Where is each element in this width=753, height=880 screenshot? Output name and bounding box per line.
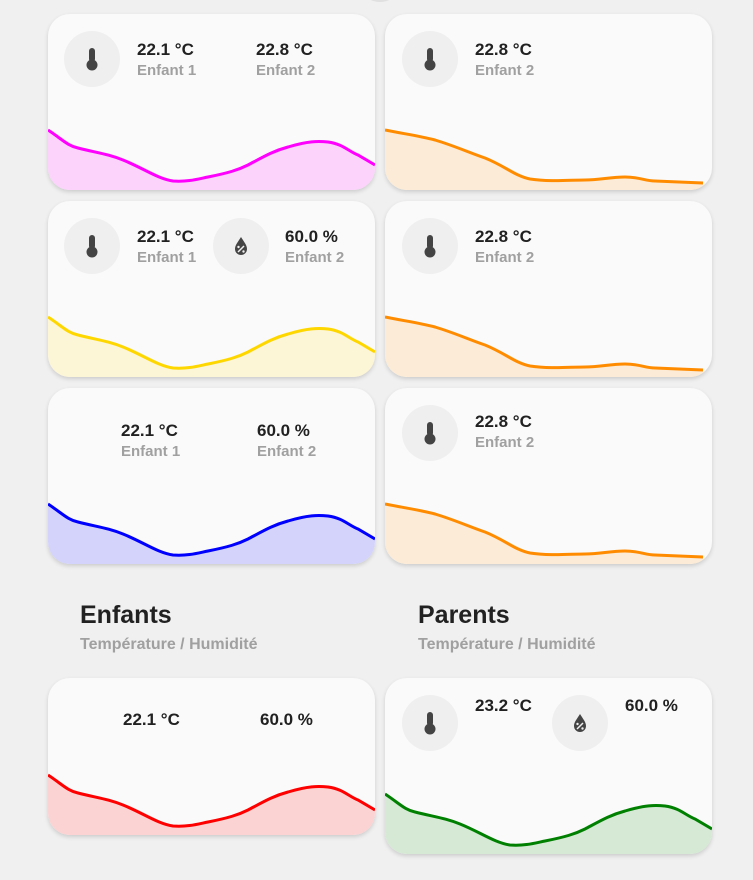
sensor-label: Enfant 2 [285, 249, 345, 266]
sensor-value: 60.0 % [257, 421, 310, 440]
sensor-card-enfants-temp-humidity[interactable]: 22.1 °C Enfant 1 60.0 % Enfant 2 [48, 201, 375, 377]
section-title-parents: Parents [418, 601, 510, 629]
sensor-card-enfants-temperature[interactable]: 22.1 °C Enfant 1 22.8 °C Enfant 2 [48, 14, 375, 190]
sensor-value: 22.1 °C [121, 421, 178, 440]
sensor-label: Enfant 2 [475, 434, 535, 451]
section-subtitle-parents: Température / Humidité [418, 636, 596, 653]
sensor-card-enfant2-temperature[interactable]: 22.8 °C Enfant 2 [385, 201, 712, 377]
section-subtitle-enfants: Température / Humidité [80, 636, 258, 653]
sensor-card-enfants-compact[interactable]: 22.1 °C Enfant 1 60.0 % Enfant 2 [48, 388, 375, 564]
sensor-value: 22.1 °C [137, 227, 194, 246]
sensor-card-enfants-summary[interactable]: 22.1 °C 60.0 % [48, 678, 375, 835]
sensor-value: 22.1 °C [137, 40, 194, 59]
history-chart [48, 128, 375, 190]
sensor-label: Enfant 2 [256, 62, 316, 79]
sensor-label: Enfant 1 [137, 249, 197, 266]
sensor-card-enfant2-temperature[interactable]: 22.8 °C Enfant 2 [385, 14, 712, 190]
sensor-value: 60.0 % [285, 227, 338, 246]
sensor-value: 22.8 °C [256, 40, 313, 59]
thermometer-icon [402, 218, 458, 274]
history-chart [48, 315, 375, 377]
sensor-value: 23.2 °C [475, 696, 532, 715]
sensor-card-enfant2-temperature[interactable]: 22.8 °C Enfant 2 [385, 388, 712, 564]
history-chart [385, 315, 704, 377]
history-chart [385, 128, 704, 190]
sensor-value: 22.8 °C [475, 40, 532, 59]
sensor-label: Enfant 2 [475, 62, 535, 79]
sensor-label: Enfant 2 [475, 249, 535, 266]
sensor-label: Enfant 2 [257, 443, 317, 460]
sensor-card-parents[interactable]: 23.2 °C 60.0 % [385, 678, 712, 854]
sensor-value: 22.1 °C [123, 710, 180, 729]
history-chart [385, 792, 712, 854]
history-chart [48, 773, 375, 835]
section-title-enfants: Enfants [80, 601, 172, 629]
thermometer-icon [402, 31, 458, 87]
thermometer-icon [64, 218, 120, 274]
water-percent-icon [552, 695, 608, 751]
top-indicator [366, 0, 394, 2]
sensor-value: 22.8 °C [475, 412, 532, 431]
history-chart [48, 502, 375, 564]
sensor-label: Enfant 1 [137, 62, 197, 79]
history-chart [385, 502, 704, 564]
sensor-label: Enfant 1 [121, 443, 181, 460]
sensor-value: 60.0 % [260, 710, 313, 729]
sensor-value: 60.0 % [625, 696, 678, 715]
thermometer-icon [402, 405, 458, 461]
water-percent-icon [213, 218, 269, 274]
sensor-value: 22.8 °C [475, 227, 532, 246]
thermometer-icon [64, 31, 120, 87]
thermometer-icon [402, 695, 458, 751]
